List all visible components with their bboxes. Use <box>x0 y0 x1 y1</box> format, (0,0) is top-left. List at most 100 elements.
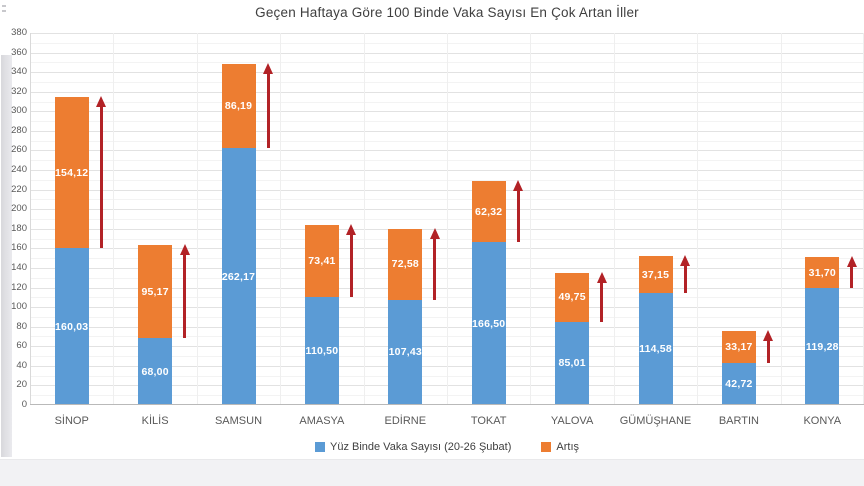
arrow-head <box>680 255 690 267</box>
y-tick-80: 80 <box>16 320 27 332</box>
bar-value-label: 85,01 <box>558 357 586 370</box>
y-tick-340: 340 <box>11 66 27 78</box>
arrow-stem <box>349 233 353 297</box>
bar-value-label: 68,00 <box>141 365 169 378</box>
arrow-stem <box>433 237 437 300</box>
increase-arrow-8 <box>762 329 775 364</box>
bar-value-label: 110,50 <box>305 344 339 357</box>
arrow-stem <box>766 339 770 364</box>
arrow-head <box>263 62 273 74</box>
v-gridline <box>363 33 365 405</box>
bar-segment-increase-8: 33,17 <box>721 330 756 364</box>
arrow-stem <box>850 266 854 289</box>
arrow-stem <box>183 254 187 339</box>
bar-value-label: 160,03 <box>55 320 89 333</box>
bar-segment-increase-4: 72,58 <box>388 228 423 300</box>
increase-arrow-5 <box>512 179 525 242</box>
arrow-head <box>179 244 190 256</box>
bar-value-label: 166,50 <box>472 317 506 330</box>
legend-swatch-orange <box>541 442 552 452</box>
category-label-3: AMASYA <box>299 415 345 427</box>
bar-value-label: 119,28 <box>805 340 839 353</box>
v-gridline <box>280 33 282 405</box>
bar-segment-cases-0: 160,03 <box>54 248 89 405</box>
increase-arrow-9 <box>845 256 858 289</box>
category-label-7: GÜMÜŞHANE <box>619 415 692 427</box>
y-tick-300: 300 <box>11 105 27 117</box>
increase-arrow-7 <box>679 255 692 293</box>
v-gridline <box>196 33 198 405</box>
category-label-1: KİLİS <box>141 415 169 427</box>
bar-value-label: 49,75 <box>558 291 586 304</box>
y-tick-380: 380 <box>11 27 27 38</box>
legend-swatch-blue <box>314 442 325 452</box>
bar-value-label: 37,15 <box>641 268 670 281</box>
bar-value-label: 42,72 <box>725 378 753 391</box>
y-tick-140: 140 <box>11 261 27 273</box>
arrow-stem <box>683 265 687 293</box>
arrow-stem <box>99 106 103 249</box>
bottom-gray-strip <box>0 459 864 486</box>
bar-segment-increase-1: 95,17 <box>138 245 173 339</box>
y-tick-360: 360 <box>11 46 27 58</box>
increase-arrow-4 <box>428 227 441 300</box>
increase-arrow-2 <box>262 62 275 149</box>
v-gridline <box>780 33 782 405</box>
left-scrollbar-strip <box>1 55 12 457</box>
legend-item-increase: Artış <box>541 441 579 453</box>
y-tick-200: 200 <box>11 203 27 215</box>
legend-label-increase: Artış <box>556 441 580 453</box>
bar-value-label: 33,17 <box>725 340 753 353</box>
bar-segment-increase-2: 86,19 <box>221 63 256 149</box>
bar-value-label: 114,58 <box>639 342 672 355</box>
bar-segment-cases-2: 262,17 <box>221 148 256 405</box>
y-tick-120: 120 <box>11 281 27 293</box>
chart-title: Geçen Haftaya Göre 100 Binde Vaka Sayısı… <box>255 5 639 20</box>
plot-area: 160,03 154,12 68,00 95,17 262,17 86,19 110,50 7… <box>30 33 864 405</box>
arrow-head <box>846 256 857 268</box>
bar-segment-cases-3: 110,50 <box>304 296 339 405</box>
increase-arrow-1 <box>178 244 191 339</box>
y-axis-line <box>30 33 31 405</box>
bar-segment-cases-4: 107,43 <box>388 299 423 405</box>
v-gridline <box>530 33 532 405</box>
bar-value-label: 107,43 <box>388 346 422 359</box>
arrow-stem <box>600 282 604 322</box>
y-tick-220: 220 <box>11 183 27 195</box>
v-gridline <box>447 33 448 405</box>
y-tick-180: 180 <box>11 222 27 234</box>
y-tick-0: 0 <box>21 399 27 410</box>
category-label-0: SİNOP <box>54 415 89 427</box>
category-label-4: EDİRNE <box>384 415 427 427</box>
bar-value-label: 262,17 <box>221 270 256 283</box>
bar-value-label: 154,12 <box>55 166 89 179</box>
legend: Yüz Binde Vaka Sayısı (20-26 Şubat) Artı… <box>30 439 864 455</box>
y-tick-160: 160 <box>11 242 27 254</box>
bar-segment-increase-0: 154,12 <box>54 97 89 249</box>
bar-segment-increase-9: 31,70 <box>805 257 840 289</box>
bar-segment-cases-7: 114,58 <box>638 292 673 405</box>
bar-segment-cases-9: 119,28 <box>805 288 840 405</box>
bar-value-label: 86,19 <box>224 100 253 113</box>
y-tick-40: 40 <box>16 359 27 371</box>
arrow-head <box>96 96 107 108</box>
v-gridline <box>113 33 115 405</box>
y-tick-320: 320 <box>11 85 27 97</box>
y-tick-100: 100 <box>11 301 27 313</box>
y-tick-20: 20 <box>16 379 27 391</box>
bar-value-label: 31,70 <box>808 266 836 279</box>
arrow-stem <box>516 189 520 242</box>
category-label-8: BARTIN <box>718 415 759 427</box>
bar-value-label: 95,17 <box>141 285 169 298</box>
arrow-head <box>513 179 524 191</box>
window-corner-artifact <box>0 2 12 52</box>
arrow-head <box>346 223 357 235</box>
increase-arrow-3 <box>345 223 358 297</box>
bar-segment-cases-6: 85,01 <box>555 321 590 405</box>
v-gridline <box>613 33 615 405</box>
arrow-head <box>429 227 440 239</box>
bar-segment-cases-1: 68,00 <box>138 338 173 405</box>
y-tick-260: 260 <box>11 144 27 156</box>
category-label-9: KONYA <box>803 415 842 427</box>
bar-segment-cases-5: 166,50 <box>471 242 506 405</box>
